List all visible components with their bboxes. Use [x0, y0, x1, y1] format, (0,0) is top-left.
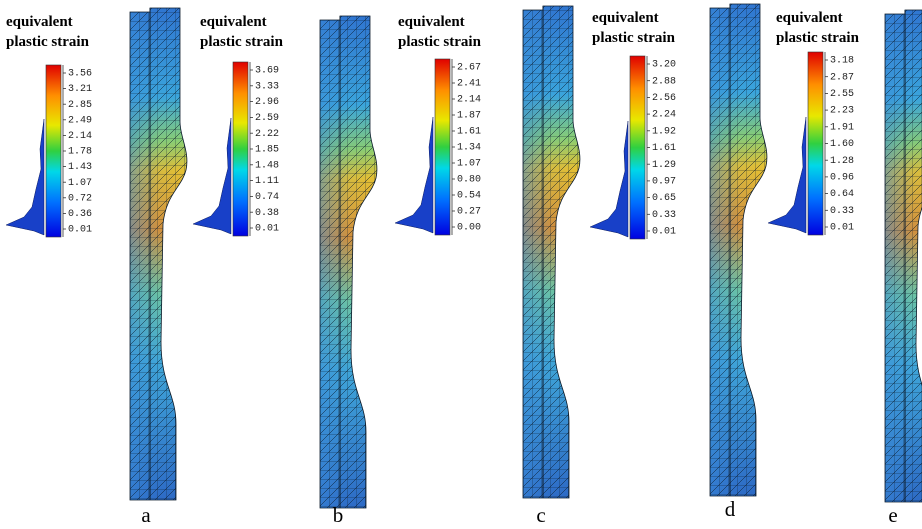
tick-label: 0.01 [830, 223, 854, 234]
legend-title: plastic strain [776, 30, 860, 46]
tick-label: 1.78 [68, 147, 92, 158]
tick-label: 2.22 [255, 129, 279, 140]
tick-label: 0.36 [68, 209, 92, 220]
legend-title: equivalent [776, 10, 843, 26]
tick-label: 2.23 [830, 106, 854, 117]
tick-label: 0.97 [652, 177, 676, 188]
tick-label: 1.11 [255, 176, 279, 187]
specimen [319, 15, 378, 509]
panel: equivalent plastic strain 3.18 2.87 2.55 2.23… [767, 9, 922, 527]
legend-title: equivalent [200, 14, 267, 30]
tick-label: 3.69 [255, 66, 279, 77]
panel: equivalent plastic strain 3.20 2.88 2.56 2.24… [589, 3, 768, 521]
histogram [394, 116, 434, 234]
colorbar [45, 64, 62, 238]
tick-label: 2.96 [255, 97, 279, 108]
histogram [5, 118, 45, 236]
tick-label: 1.92 [652, 126, 676, 137]
tick-label: 1.60 [830, 139, 854, 150]
panel-label: e [888, 503, 897, 527]
tick-label: 2.14 [457, 95, 481, 106]
panel: equivalent plastic strain 3.56 3.21 2.85 2.49… [5, 7, 188, 527]
tick-label: 0.01 [255, 224, 279, 235]
specimen [129, 7, 188, 501]
tick-label: 1.43 [68, 162, 92, 173]
legend-title: plastic strain [398, 34, 482, 50]
tick-label: 0.72 [68, 193, 92, 204]
specimen [709, 3, 768, 497]
legend-title: plastic strain [592, 30, 676, 46]
colorbar [629, 55, 646, 240]
tick-label: 3.21 [68, 84, 92, 95]
tick-label: 0.80 [457, 175, 481, 186]
tick-label: 1.61 [652, 143, 676, 154]
tick-label: 0.96 [830, 173, 854, 184]
colorbar [434, 58, 451, 236]
tick-label: 0.33 [652, 210, 676, 221]
panel: equivalent plastic strain 3.69 3.33 2.96 2.59… [192, 14, 378, 527]
legend-title: plastic strain [6, 34, 90, 50]
tick-label: 2.59 [255, 113, 279, 124]
tick-label: 1.07 [68, 178, 92, 189]
tick-label: 2.87 [830, 72, 854, 83]
specimen-mesh [319, 15, 378, 509]
panel-label: d [725, 497, 736, 521]
tick-label: 0.74 [255, 192, 279, 203]
tick-label: 1.34 [457, 143, 481, 154]
histogram [767, 116, 807, 234]
legend-title: equivalent [398, 14, 465, 30]
colorbar [232, 61, 249, 237]
panel-label: a [141, 503, 151, 527]
tick-label: 3.33 [255, 81, 279, 92]
tick-label: 2.55 [830, 89, 854, 100]
tick-label: 0.01 [68, 225, 92, 236]
colorbar [807, 51, 824, 236]
tick-label: 1.48 [255, 160, 279, 171]
tick-label: 0.27 [457, 207, 481, 218]
tick-label: 2.49 [68, 115, 92, 126]
tick-label: 1.28 [830, 156, 854, 167]
panel-label: c [536, 503, 545, 527]
specimen-mesh [522, 5, 581, 499]
tick-label: 0.54 [457, 191, 481, 202]
histogram [192, 117, 232, 235]
tick-label: 1.87 [457, 111, 481, 122]
tick-label: 2.56 [652, 93, 676, 104]
specimen-mesh [884, 9, 922, 503]
tick-label: 2.24 [652, 110, 676, 121]
tick-label: 2.85 [68, 100, 92, 111]
specimen [884, 9, 922, 503]
tick-label: 1.85 [255, 145, 279, 156]
tick-label: 0.33 [830, 206, 854, 217]
legend-title: equivalent [6, 14, 73, 30]
tick-label: 3.20 [652, 60, 676, 71]
tick-label: 2.14 [68, 131, 92, 142]
tick-label: 0.64 [830, 189, 854, 200]
tick-label: 2.41 [457, 79, 481, 90]
tick-label: 1.07 [457, 159, 481, 170]
specimen-mesh [129, 7, 188, 501]
panel: equivalent plastic strain 2.67 2.41 2.14 1.87… [394, 5, 581, 527]
tick-label: 0.65 [652, 193, 676, 204]
specimen [522, 5, 581, 499]
legend-title: plastic strain [200, 34, 284, 50]
tick-label: 2.88 [652, 76, 676, 87]
tick-label: 0.01 [652, 227, 676, 238]
panel-label: b [333, 503, 344, 527]
tick-label: 3.18 [830, 56, 854, 67]
tick-label: 1.29 [652, 160, 676, 171]
tick-label: 1.91 [830, 122, 854, 133]
legend-title: equivalent [592, 10, 659, 26]
tick-label: 0.00 [457, 223, 481, 234]
tick-label: 1.61 [457, 127, 481, 138]
tick-label: 0.38 [255, 208, 279, 219]
specimen-mesh [709, 3, 768, 497]
histogram [589, 120, 629, 238]
tick-label: 2.67 [457, 63, 481, 74]
tick-label: 3.56 [68, 69, 92, 80]
